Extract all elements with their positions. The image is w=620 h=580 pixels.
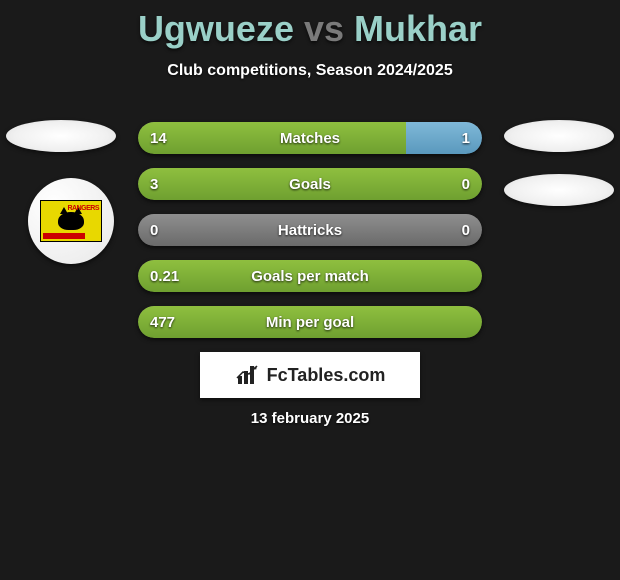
player-left-name: Ugwueze bbox=[138, 8, 294, 49]
bar-segment-left bbox=[138, 122, 406, 154]
vs-text: vs bbox=[304, 8, 354, 49]
stat-row-hattricks: 00Hattricks bbox=[138, 214, 482, 246]
badge-stripe bbox=[43, 233, 85, 239]
player-right-name: Mukhar bbox=[354, 8, 482, 49]
bar-segment-left bbox=[138, 306, 482, 338]
bar-segment-left bbox=[138, 214, 482, 246]
date-text: 13 february 2025 bbox=[0, 410, 620, 427]
panther-icon bbox=[58, 212, 84, 230]
brand-text: FcTables.com bbox=[267, 365, 386, 386]
club-badge-label: RANGERS bbox=[67, 205, 99, 212]
club-badge-inner: RANGERS bbox=[40, 200, 102, 242]
stat-row-min-per-goal: 477Min per goal bbox=[138, 306, 482, 338]
bar-segment-right bbox=[406, 122, 482, 154]
stat-row-matches: 141Matches bbox=[138, 122, 482, 154]
bar-segment-left bbox=[138, 168, 482, 200]
fctables-link[interactable]: FcTables.com bbox=[200, 352, 420, 398]
player-left-photo-placeholder bbox=[6, 120, 116, 152]
stats-bars: 141Matches 30Goals 00Hattricks 0.21Goals pe… bbox=[138, 122, 482, 352]
player-right-photo-placeholder bbox=[504, 120, 614, 152]
stat-row-goals-per-match: 0.21Goals per match bbox=[138, 260, 482, 292]
club-left-logo: RANGERS bbox=[28, 178, 114, 264]
stat-row-goals: 30Goals bbox=[138, 168, 482, 200]
bar-segment-left bbox=[138, 260, 482, 292]
page-title: Ugwueze vs Mukhar bbox=[0, 0, 620, 50]
subtitle: Club competitions, Season 2024/2025 bbox=[0, 62, 620, 80]
club-right-logo-placeholder bbox=[504, 174, 614, 206]
chart-icon bbox=[235, 364, 261, 386]
